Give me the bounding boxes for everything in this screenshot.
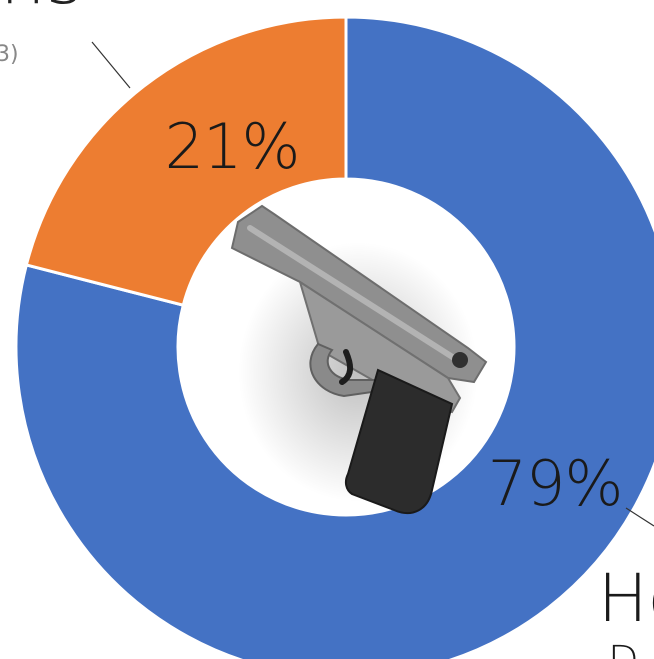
donut-slice-1 [24, 15, 348, 308]
data-label-0: 79% [488, 447, 623, 520]
cut-off-label-top-left: ns [0, 0, 83, 20]
cut-off-sublabel-bottom-right: D [608, 638, 639, 659]
donut-slice-0 [14, 15, 654, 659]
handgun-icon [230, 204, 488, 515]
cut-off-sublabel-top-left: 3) [0, 42, 19, 67]
data-label-1: 21% [165, 110, 300, 183]
cut-off-label-bottom-right: Ho [598, 560, 654, 637]
leader-line-top [91, 41, 131, 89]
leader-line-bottom [625, 507, 654, 527]
